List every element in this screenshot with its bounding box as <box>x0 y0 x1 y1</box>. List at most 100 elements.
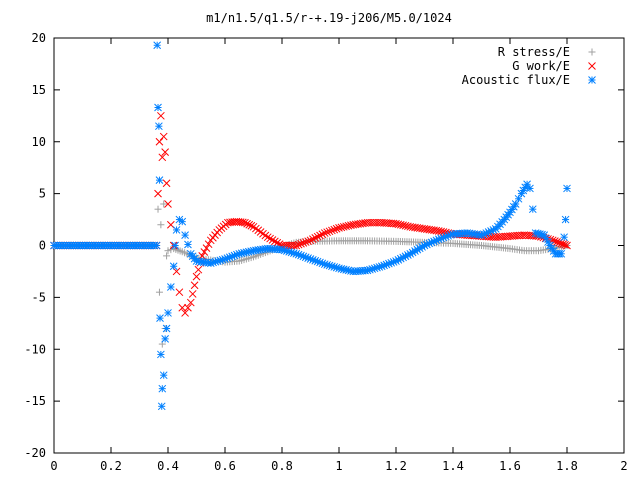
data-point <box>154 205 162 213</box>
y-tick-label: -15 <box>24 394 46 408</box>
y-tick-label: -5 <box>32 290 46 304</box>
data-point <box>247 221 256 230</box>
data-point <box>297 239 305 248</box>
data-point <box>268 236 277 244</box>
data-point <box>192 272 201 281</box>
data-point <box>294 240 303 249</box>
data-point <box>311 234 320 242</box>
data-point <box>332 224 341 233</box>
y-tick-label: 0 <box>39 239 46 253</box>
data-point <box>155 122 163 131</box>
data-point <box>158 153 167 162</box>
data-point <box>184 240 192 249</box>
legend-marker <box>588 62 596 70</box>
data-point <box>337 223 346 232</box>
data-point <box>563 241 571 250</box>
x-tick-label: 1.2 <box>385 459 407 473</box>
data-point <box>181 309 189 317</box>
data-point <box>339 222 348 231</box>
data-point <box>194 265 203 274</box>
data-point <box>202 244 211 252</box>
data-point <box>290 241 298 250</box>
legend-marker <box>588 76 596 84</box>
data-point <box>560 233 569 242</box>
data-point <box>178 217 187 226</box>
data-point <box>241 218 249 227</box>
y-tick-label: 15 <box>32 83 46 97</box>
data-point <box>161 335 170 343</box>
data-point <box>301 238 310 246</box>
data-point <box>553 238 561 246</box>
data-point <box>181 231 189 239</box>
data-point <box>171 241 179 250</box>
data-point <box>160 200 168 208</box>
data-point <box>432 226 441 235</box>
series-2 <box>50 41 571 411</box>
data-point <box>238 218 247 227</box>
data-point <box>154 103 162 112</box>
data-point <box>313 232 322 241</box>
legend-label: G work/E <box>512 59 570 73</box>
legend-label: Acoustic flux/E <box>462 73 570 87</box>
axis-ticks: 0 0.2 0.4 0.6 0.8 1 1.2 1.4 1.6 1.8 2 20 15 10 5 0 -5 -10… <box>24 31 627 473</box>
data-point <box>306 236 315 245</box>
data-point <box>166 283 175 291</box>
data-point <box>399 221 407 230</box>
data-point <box>172 267 181 276</box>
data-point <box>162 179 171 188</box>
data-point <box>511 200 520 208</box>
data-point <box>292 241 301 250</box>
data-point <box>157 111 165 120</box>
data-point <box>347 221 355 230</box>
data-point <box>162 324 171 333</box>
legend-label: R stress/E <box>498 45 570 59</box>
data-point <box>157 350 165 359</box>
data-point <box>309 235 317 243</box>
data-point <box>266 234 274 243</box>
data-point <box>245 220 254 229</box>
data-point <box>526 184 534 193</box>
data-point <box>330 225 339 234</box>
data-point <box>172 226 181 234</box>
data-point <box>175 288 184 297</box>
data-point <box>169 262 178 271</box>
data-point <box>318 230 327 239</box>
x-tick-label: 1.4 <box>442 459 464 473</box>
data-point <box>186 298 195 307</box>
series-0 <box>50 200 571 348</box>
data-point <box>328 226 336 235</box>
y-tick-label: -10 <box>24 342 46 356</box>
data-point <box>155 137 164 146</box>
x-tick-label: 1.6 <box>499 459 521 473</box>
data-point <box>263 233 272 242</box>
y-tick-label: 5 <box>39 187 46 201</box>
data-point <box>159 371 168 380</box>
x-tick-label: 0.2 <box>100 459 122 473</box>
data-point <box>392 219 400 228</box>
data-point <box>163 252 171 260</box>
data-point <box>200 248 209 256</box>
data-point <box>190 281 199 290</box>
legend-marker <box>588 48 596 56</box>
x-tick-label: 0.4 <box>157 459 179 473</box>
data-point <box>514 194 523 203</box>
data-point <box>184 303 192 312</box>
data-point <box>528 205 537 214</box>
x-tick-label: 1.8 <box>556 459 578 473</box>
x-tick-label: 0.6 <box>214 459 236 473</box>
y-tick-label: 10 <box>32 135 46 149</box>
data-point <box>335 224 343 232</box>
data-point <box>342 222 350 231</box>
data-point <box>563 184 571 193</box>
data-point <box>299 239 308 247</box>
data-point <box>401 221 410 230</box>
data-point <box>404 222 412 231</box>
data-point <box>155 176 164 184</box>
y-tick-label: 20 <box>32 31 46 45</box>
x-tick-label: 0 <box>50 459 57 473</box>
data-point <box>204 240 213 249</box>
data-point <box>344 221 353 230</box>
data-point <box>434 227 443 235</box>
data-point <box>561 215 570 224</box>
